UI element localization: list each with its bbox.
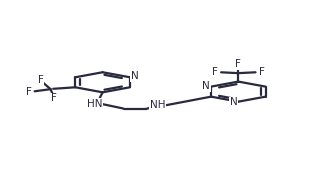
Text: F: F	[51, 94, 57, 103]
Text: NH: NH	[150, 100, 166, 110]
Text: N: N	[131, 71, 139, 81]
Text: N: N	[202, 81, 210, 91]
Text: F: F	[38, 75, 44, 85]
Text: F: F	[26, 87, 32, 97]
Text: HN: HN	[87, 99, 102, 109]
Text: N: N	[230, 97, 238, 107]
Text: F: F	[235, 59, 241, 70]
Text: F: F	[259, 67, 265, 77]
Text: F: F	[212, 67, 217, 77]
